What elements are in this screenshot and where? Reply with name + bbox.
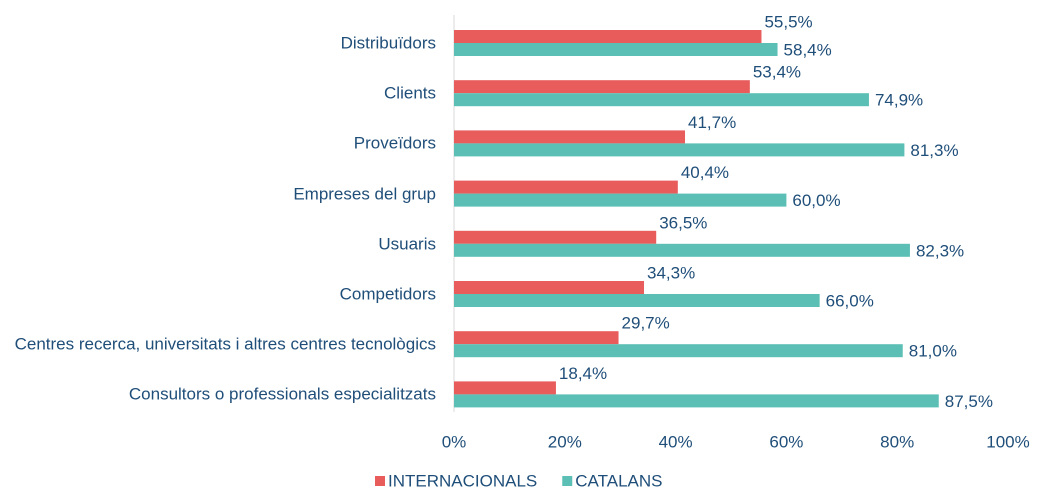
bar xyxy=(454,230,657,244)
bar xyxy=(454,381,556,395)
value-label: 87,5% xyxy=(945,392,993,411)
category-label: Clients xyxy=(384,83,436,103)
bar xyxy=(454,143,905,157)
x-tick-label: 80% xyxy=(880,432,914,451)
legend-swatch xyxy=(375,476,385,486)
value-label: 36,5% xyxy=(659,213,707,232)
x-tick-label: 20% xyxy=(548,432,582,451)
value-label: 81,3% xyxy=(910,141,958,160)
value-label: 40,4% xyxy=(681,163,729,182)
category-label: Centres recerca, universitats i altres c… xyxy=(14,334,436,354)
value-label: 18,4% xyxy=(559,364,607,383)
value-label: 81,0% xyxy=(909,342,957,361)
value-label: 29,7% xyxy=(622,314,670,333)
legend-swatch xyxy=(562,476,573,486)
category-label: Empreses del grup xyxy=(293,184,436,204)
bar xyxy=(454,294,820,307)
value-label: 41,7% xyxy=(688,113,736,132)
bar xyxy=(454,243,910,257)
bar xyxy=(454,30,762,43)
category-label: Usuaris xyxy=(378,234,436,254)
bar xyxy=(454,80,750,94)
x-tick-label: 60% xyxy=(769,432,803,451)
category-label: Distribuïdors xyxy=(340,33,436,53)
category-label: Consultors o professionals especialitzat… xyxy=(128,384,436,404)
x-tick-label: 100% xyxy=(986,432,1029,451)
value-label: 53,4% xyxy=(753,63,801,82)
legend-label: INTERNACIONALS xyxy=(388,471,537,490)
value-label: 74,9% xyxy=(875,91,923,110)
bar xyxy=(454,43,778,56)
value-label: 82,3% xyxy=(916,241,964,260)
x-tick-label: 0% xyxy=(442,432,467,451)
bar xyxy=(454,281,645,294)
legend-label: CATALANS xyxy=(575,471,662,490)
value-label: 55,5% xyxy=(764,12,812,31)
bar xyxy=(454,344,903,358)
category-label: Competidors xyxy=(339,284,436,304)
value-label: 34,3% xyxy=(647,263,695,282)
value-label: 58,4% xyxy=(784,40,832,59)
value-label: 66,0% xyxy=(826,291,874,310)
bar xyxy=(454,193,787,207)
bar xyxy=(454,394,939,408)
bar xyxy=(454,180,678,194)
value-label: 60,0% xyxy=(792,191,840,210)
bar xyxy=(454,331,619,345)
category-label: Proveïdors xyxy=(353,133,436,153)
bar xyxy=(454,93,869,107)
x-tick-label: 40% xyxy=(659,432,693,451)
bar xyxy=(454,130,686,144)
